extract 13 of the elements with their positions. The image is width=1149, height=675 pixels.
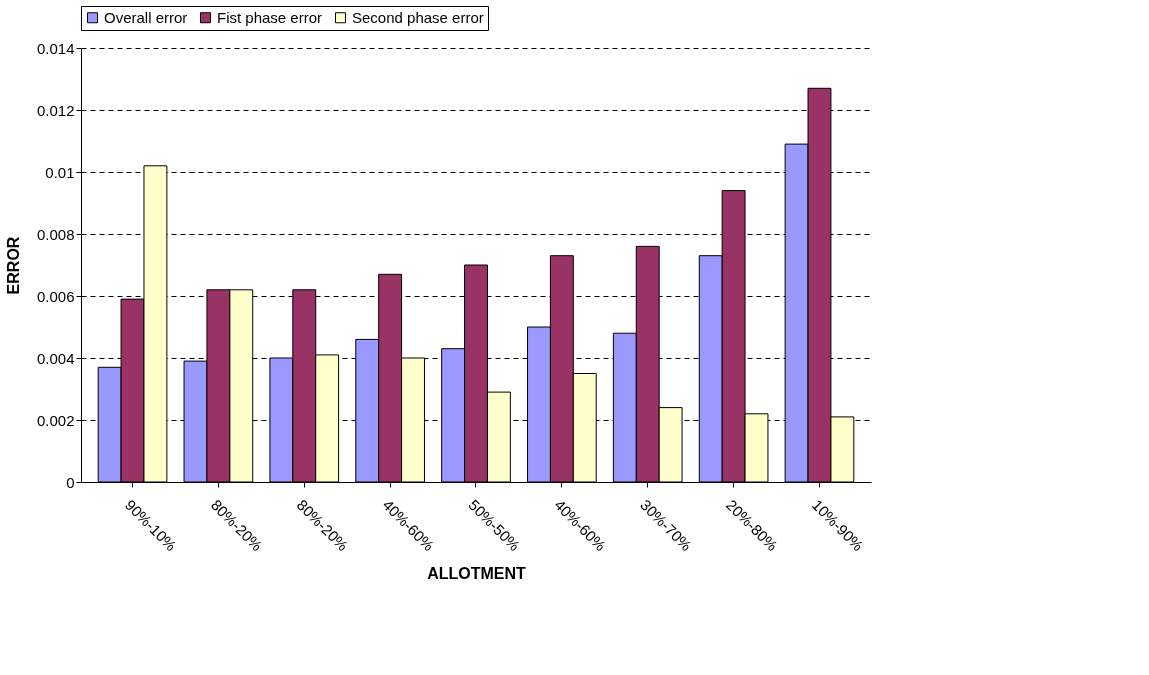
y-tick-label: 0.002 (36, 411, 75, 429)
y-tick-label: 0 (66, 473, 75, 491)
legend-label: Second phase error (352, 8, 484, 26)
x-axis-title: ALLOTMENT (427, 565, 527, 583)
y-tick-label: 0.004 (36, 349, 75, 367)
y-tick-label: 0.006 (36, 287, 75, 305)
y-tick-label: 0.014 (36, 39, 75, 57)
y-tick-label: 0.01 (45, 163, 75, 181)
legend-label: Fist phase error (217, 8, 323, 26)
y-tick-label: 0.012 (36, 101, 75, 119)
y-axis-title: ERROR (4, 236, 22, 295)
legend-label: Overall error (104, 8, 188, 26)
y-tick-label: 0.008 (36, 225, 75, 243)
